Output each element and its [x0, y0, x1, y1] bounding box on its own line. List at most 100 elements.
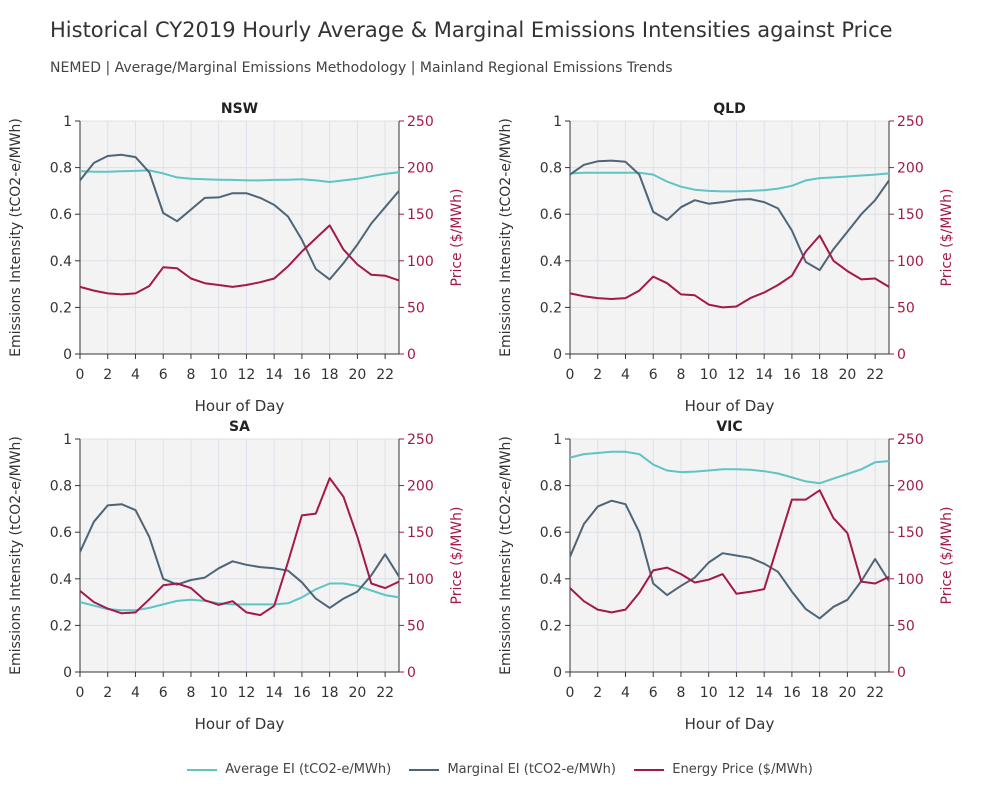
y-tick-label-nsw: 1	[63, 114, 72, 130]
x-tick-label-qld: 22	[866, 367, 884, 383]
series-price-nsw	[79, 224, 400, 296]
y2-tick-label-nsw: 50	[407, 300, 425, 316]
y2-tick-label-nsw: 0	[407, 347, 416, 363]
y2-tick-label-sa: 150	[407, 525, 434, 541]
y-axis-label-qld: Emissions Intensity (tCO2-e/MWh)	[498, 118, 514, 357]
y2-tick-label-sa: 0	[407, 665, 416, 681]
x-tick-label-sa: 16	[293, 685, 311, 701]
y2-tick-label-qld: 0	[897, 347, 906, 363]
y-tick-label-sa: 0.4	[50, 572, 72, 588]
y2-tick-label-vic: 50	[897, 618, 915, 634]
y2-tick-label-sa: 200	[407, 479, 434, 495]
x-tick-label-sa: 12	[238, 685, 256, 701]
x-tick-label-sa: 2	[103, 685, 112, 701]
y-tick-label-sa: 1	[63, 432, 72, 448]
y-tick-label-vic: 1	[553, 432, 562, 448]
panel-title-vic: VIC	[716, 419, 742, 435]
y-tick-label-qld: 1	[553, 114, 562, 130]
y2-tick-label-qld: 100	[897, 254, 924, 270]
legend-item-marginal[interactable]: Marginal EI (tCO2-e/MWh)	[409, 762, 616, 777]
y-axis-label-nsw: Emissions Intensity (tCO2-e/MWh)	[8, 118, 24, 357]
chart-title: Historical CY2019 Hourly Average & Margi…	[50, 18, 893, 42]
y2-tick-label-vic: 150	[897, 525, 924, 541]
x-tick-label-vic: 12	[728, 685, 746, 701]
x-tick-label-vic: 14	[755, 685, 773, 701]
y-axis-label-sa: Emissions Intensity (tCO2-e/MWh)	[8, 436, 24, 675]
y2-tick-label-vic: 100	[897, 572, 924, 588]
x-tick-label-qld: 0	[566, 367, 575, 383]
y-tick-label-vic: 0.8	[540, 479, 562, 495]
x-tick-label-nsw: 12	[238, 367, 256, 383]
x-axis-label-qld: Hour of Day	[685, 397, 775, 415]
y2-axis-label-qld: Price ($/MWh)	[939, 189, 955, 287]
y2-tick-label-sa: 50	[407, 618, 425, 634]
panel-title-sa: SA	[229, 419, 250, 435]
plot-area-sa	[80, 439, 399, 672]
y-tick-label-vic: 0	[553, 665, 562, 681]
x-tick-label-qld: 6	[649, 367, 658, 383]
y2-tick-label-qld: 250	[897, 114, 924, 130]
panel-title-qld: QLD	[713, 101, 745, 117]
x-tick-label-nsw: 18	[321, 367, 339, 383]
series-price-qld	[569, 234, 890, 309]
x-tick-label-qld: 4	[621, 367, 630, 383]
x-tick-label-nsw: 4	[131, 367, 140, 383]
x-tick-label-sa: 20	[348, 685, 366, 701]
y-tick-label-vic: 0.2	[540, 618, 562, 634]
y2-tick-label-vic: 250	[897, 432, 924, 448]
legend-item-average[interactable]: Average EI (tCO2-e/MWh)	[187, 762, 391, 777]
x-tick-label-vic: 8	[676, 685, 685, 701]
x-tick-label-vic: 22	[866, 685, 884, 701]
y-tick-label-sa: 0.6	[50, 525, 72, 541]
legend-label-marginal: Marginal EI (tCO2-e/MWh)	[447, 762, 616, 777]
x-axis-label-sa: Hour of Day	[195, 715, 285, 733]
legend-label-average: Average EI (tCO2-e/MWh)	[225, 762, 392, 777]
y2-tick-label-sa: 250	[407, 432, 434, 448]
y-tick-label-sa: 0	[63, 665, 72, 681]
x-tick-label-sa: 22	[376, 685, 394, 701]
y2-tick-label-nsw: 100	[407, 254, 434, 270]
y2-tick-label-sa: 100	[407, 572, 434, 588]
legend-swatch-price	[634, 768, 665, 771]
y-tick-label-sa: 0.8	[50, 479, 72, 495]
x-tick-label-sa: 6	[159, 685, 168, 701]
y-tick-label-vic: 0.6	[540, 525, 562, 541]
x-tick-label-vic: 10	[700, 685, 718, 701]
y-tick-label-nsw: 0.2	[50, 300, 72, 316]
x-tick-label-qld: 2	[593, 367, 602, 383]
x-tick-label-qld: 20	[838, 367, 856, 383]
series-average-nsw	[79, 169, 400, 183]
y2-tick-label-vic: 0	[897, 665, 906, 681]
x-tick-label-qld: 18	[811, 367, 829, 383]
x-tick-label-sa: 8	[186, 685, 195, 701]
x-tick-label-nsw: 6	[159, 367, 168, 383]
y-tick-label-qld: 0.6	[540, 207, 562, 223]
y-tick-label-nsw: 0.4	[50, 254, 72, 270]
x-tick-label-vic: 0	[566, 685, 575, 701]
y2-axis-label-nsw: Price ($/MWh)	[449, 189, 465, 287]
series-average-sa	[79, 582, 400, 612]
series-marginal-nsw	[79, 153, 400, 281]
legend-item-price[interactable]: Energy Price ($/MWh)	[634, 762, 813, 777]
series-average-qld	[569, 171, 890, 193]
panel-title-nsw: NSW	[221, 101, 258, 117]
y-tick-label-nsw: 0.8	[50, 161, 72, 177]
y2-tick-label-nsw: 150	[407, 207, 434, 223]
x-tick-label-vic: 20	[838, 685, 856, 701]
y2-tick-label-qld: 150	[897, 207, 924, 223]
x-tick-label-vic: 6	[649, 685, 658, 701]
series-marginal-sa	[79, 503, 400, 609]
y-tick-label-qld: 0	[553, 347, 562, 363]
y2-axis-label-sa: Price ($/MWh)	[449, 507, 465, 605]
y2-axis-label-vic: Price ($/MWh)	[939, 507, 955, 605]
x-tick-label-qld: 16	[783, 367, 801, 383]
x-tick-label-vic: 18	[811, 685, 829, 701]
x-axis-label-nsw: Hour of Day	[195, 397, 285, 415]
y2-tick-label-vic: 200	[897, 479, 924, 495]
x-tick-label-nsw: 2	[103, 367, 112, 383]
y-tick-label-qld: 0.8	[540, 161, 562, 177]
x-tick-label-sa: 0	[76, 685, 85, 701]
x-tick-label-sa: 4	[131, 685, 140, 701]
y-tick-label-qld: 0.2	[540, 300, 562, 316]
